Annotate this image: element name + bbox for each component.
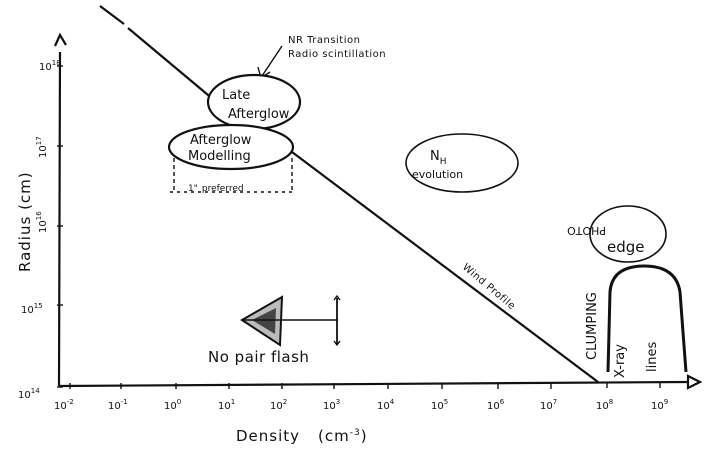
radio-scintillation-label: Radio scintillation [288, 49, 386, 60]
x-tick-label: 106 [487, 398, 505, 412]
x-tick-label: 102 [270, 398, 287, 412]
x-tick-label: 105 [431, 398, 448, 412]
x-tick-label: 104 [377, 398, 395, 412]
late-afterglow-label: Afterglow [228, 107, 290, 122]
y-tick-labels: 1014 1015 1016 1017 1018 [18, 59, 61, 401]
y-tick-label: 1015 [21, 302, 43, 316]
clumping-label: CLUMPING [585, 292, 600, 360]
x-tick-label: 101 [218, 398, 235, 412]
nh-evolution-label: NH [430, 149, 447, 167]
preferred-label: 1" preferred [188, 184, 244, 194]
nr-transition-label: NR Transition [288, 35, 360, 46]
wind-profile-line [99, 5, 599, 383]
x-tick-label: 108 [596, 398, 613, 412]
axes [53, 32, 703, 390]
x-tick-label: 10-1 [108, 398, 128, 412]
x-tick-label: 103 [323, 398, 340, 412]
late-afterglow-label: Late [222, 88, 250, 103]
x-axis-line [58, 380, 689, 388]
photo-edge-label: PHOTO [567, 224, 606, 237]
y-tick-label: 1018 [39, 59, 61, 73]
afterglow-modelling-label: Modelling [188, 149, 251, 164]
y-axis-title: Radius (cm) [16, 171, 34, 272]
x-tick-label: 100 [164, 398, 181, 412]
x-tick-label: 10-2 [54, 398, 74, 412]
y-axis-arrow-icon [53, 32, 67, 47]
xray-lines-loop [606, 264, 688, 373]
y-axis-line [57, 51, 62, 387]
no-pair-flash-marker [240, 294, 341, 347]
xray-lines-label: lines [645, 342, 660, 372]
y-tick-marks [57, 65, 63, 388]
xray-lines-label: X-ray [613, 344, 628, 378]
x-axis-arrow-icon [686, 374, 703, 390]
x-tick-marks [69, 382, 661, 389]
nh-evolution-label: evolution [412, 168, 463, 181]
afterglow-modelling-blob [167, 123, 295, 171]
x-axis-title: Density (cm-3) [236, 427, 368, 445]
x-tick-labels: 10-2 10-1 100 101 102 103 104 105 106 10… [54, 398, 668, 412]
no-pair-flash-label: No pair flash [208, 348, 309, 366]
x-tick-label: 107 [540, 398, 557, 412]
photo-edge-label: edge [607, 238, 645, 256]
afterglow-modelling-label: Afterglow [190, 133, 252, 148]
nh-evolution-blob [405, 133, 519, 193]
y-tick-label: 1016 [35, 211, 49, 233]
x-tick-label: 109 [651, 398, 668, 412]
y-tick-label: 1017 [35, 136, 49, 158]
preferred-bracket [170, 158, 296, 193]
y-tick-label: 1014 [18, 387, 40, 401]
photo-edge-blob [589, 205, 667, 263]
wind-profile-label: Wind Profile [460, 262, 517, 312]
pointer-arrow-icon [257, 45, 283, 80]
